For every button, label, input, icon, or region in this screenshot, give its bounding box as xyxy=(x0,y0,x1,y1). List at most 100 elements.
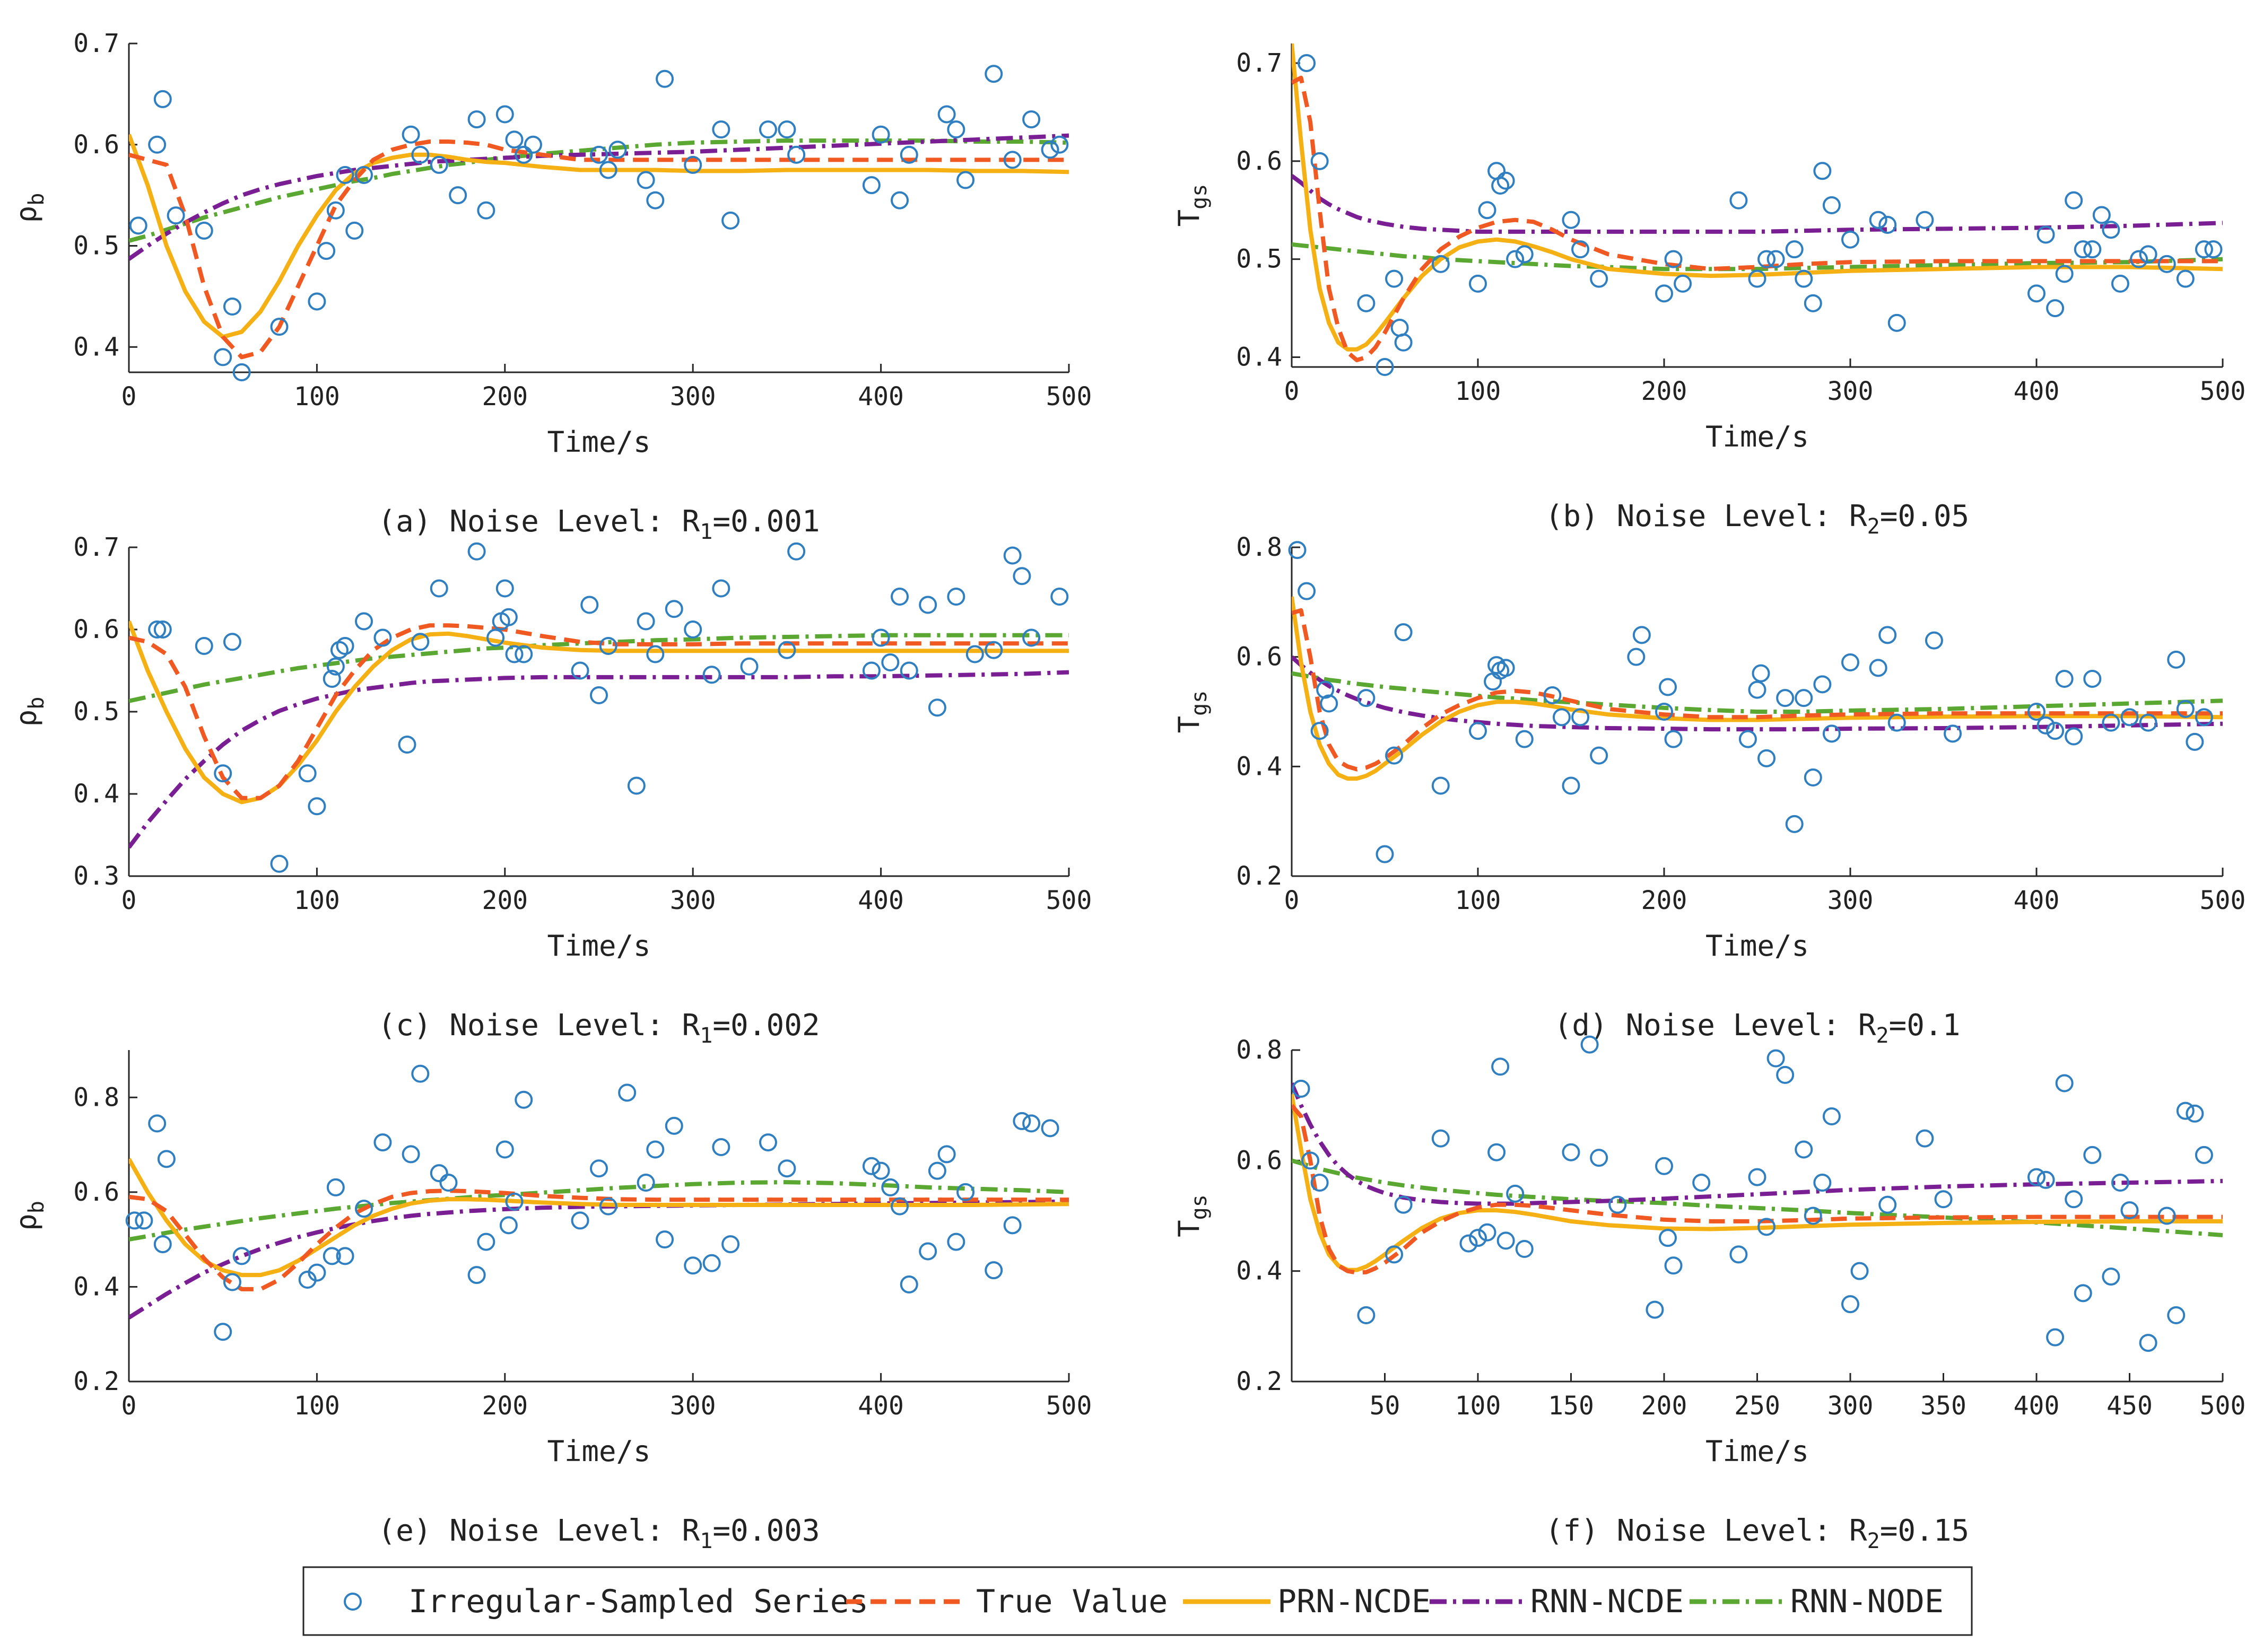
scatter-point-d xyxy=(1632,626,1651,644)
scatter-point-b xyxy=(2074,240,2092,259)
y-tick-label-d: 0.2 xyxy=(1236,861,1282,891)
scatter-point-b xyxy=(1385,269,1404,288)
scatter-point-b xyxy=(1822,196,1841,214)
scatter-point-f xyxy=(1506,1184,1525,1203)
scatter-point-c xyxy=(336,637,354,655)
scatter-point-c xyxy=(928,698,946,717)
scatter-point-b xyxy=(1590,269,1608,288)
legend-label-true-value: True Value xyxy=(976,1583,1168,1620)
x-tick-label-f: 400 xyxy=(2014,1391,2060,1421)
y-tick-label-f: 0.6 xyxy=(1236,1146,1282,1175)
scatter-point-c xyxy=(499,608,518,626)
series-line-rnn-node-b xyxy=(1292,242,2223,272)
scatter-point-f xyxy=(1841,1295,1859,1314)
scatter-point-c xyxy=(900,661,918,680)
scatter-point-b xyxy=(1431,255,1450,273)
x-tick-label-d: 300 xyxy=(1827,886,1874,915)
scatter-point-a xyxy=(214,348,232,366)
scatter-point-c xyxy=(355,612,373,631)
scatter-point-e xyxy=(323,1247,341,1265)
scatter-point-f xyxy=(2046,1328,2065,1347)
y-tick-label-e: 0.4 xyxy=(73,1272,119,1301)
scatter-point-c xyxy=(515,645,533,663)
scatter-point-d xyxy=(2120,708,2139,727)
series-line-true-value-c xyxy=(129,623,1069,800)
y-tick-label-a: 0.6 xyxy=(73,130,119,160)
scatter-point-e xyxy=(937,1145,956,1164)
scatter-point-f xyxy=(1590,1149,1608,1167)
scatter-point-b xyxy=(1804,294,1822,312)
scatter-point-f xyxy=(1813,1174,1832,1192)
scatter-point-e xyxy=(308,1263,326,1282)
scatter-point-d xyxy=(1925,631,1943,650)
scatter-point-a xyxy=(467,110,486,129)
scatter-point-e xyxy=(778,1159,796,1178)
scatter-point-a xyxy=(599,161,617,179)
x-tick-label-d: 500 xyxy=(2200,886,2246,915)
scatter-point-a xyxy=(947,120,965,139)
scatter-point-b xyxy=(1795,269,1813,288)
scatter-point-b xyxy=(1298,54,1316,72)
series-line-true-value-e xyxy=(129,1188,1069,1291)
x-tick-label-c: 0 xyxy=(121,886,137,915)
x-tick-label-b: 0 xyxy=(1284,377,1300,406)
scatter-point-d xyxy=(1316,680,1335,699)
series-line-prn-ncde-c xyxy=(129,620,1069,805)
scatter-point-d xyxy=(2036,716,2055,735)
scatter-point-b xyxy=(2139,245,2157,264)
y-axis-label-c: ρb xyxy=(10,697,49,727)
x-tick-label-c: 100 xyxy=(294,886,340,915)
scatter-point-e xyxy=(336,1247,354,1265)
x-tick-label-a: 0 xyxy=(121,382,137,412)
scatter-point-c xyxy=(891,588,909,606)
scatter-point-e xyxy=(148,1114,167,1133)
scatter-point-e xyxy=(721,1235,740,1254)
x-tick-label-e: 400 xyxy=(858,1391,904,1421)
scatter-point-c xyxy=(467,542,486,561)
scatter-point-e xyxy=(1013,1112,1031,1130)
y-tick-label-c: 0.5 xyxy=(73,697,119,727)
scatter-point-c xyxy=(430,579,448,598)
scatter-point-e xyxy=(590,1159,608,1178)
scatter-point-e xyxy=(919,1242,937,1261)
scatter-point-c xyxy=(881,653,900,671)
scatter-point-c xyxy=(580,596,599,614)
y-tick-label-a: 0.7 xyxy=(73,29,119,58)
scatter-point-a xyxy=(195,221,213,240)
x-tick-label-e: 300 xyxy=(670,1391,716,1421)
scatter-point-b xyxy=(1562,211,1580,229)
scatter-point-a xyxy=(355,166,373,184)
scatter-point-f xyxy=(2036,1170,2055,1189)
scatter-point-d xyxy=(1776,689,1795,707)
scatter-point-a xyxy=(1003,151,1022,169)
scatter-point-a xyxy=(430,155,448,174)
x-tick-label-f: 250 xyxy=(1734,1391,1780,1421)
scatter-point-d xyxy=(1469,722,1487,740)
scatter-point-f xyxy=(2167,1306,2186,1324)
scatter-point-a xyxy=(656,69,674,88)
scatter-point-a xyxy=(684,155,702,174)
scatter-point-c xyxy=(965,645,984,663)
series-line-true-value-f xyxy=(1292,1104,2223,1275)
scatter-point-a xyxy=(721,211,740,230)
scatter-point-c xyxy=(1003,546,1022,565)
scatter-point-b xyxy=(1841,230,1859,249)
x-tick-label-f: 300 xyxy=(1827,1391,1874,1421)
scatter-point-f xyxy=(2195,1146,2213,1164)
scatter-point-e xyxy=(684,1256,702,1275)
scatter-point-b xyxy=(1487,162,1506,180)
scatter-point-d xyxy=(2176,700,2195,718)
y-tick-label-e: 0.2 xyxy=(73,1367,119,1396)
x-tick-label-c: 500 xyxy=(1046,886,1092,915)
scatter-point-e xyxy=(637,1174,655,1192)
scatter-point-c xyxy=(505,645,524,663)
legend: Irregular-Sampled Series True Value PRN-… xyxy=(302,1566,1973,1636)
x-tick-label-f: 350 xyxy=(1920,1391,1966,1421)
scatter-point-a xyxy=(1041,141,1059,159)
scatter-point-e xyxy=(947,1233,965,1251)
scatter-point-a xyxy=(787,145,806,164)
scatter-point-e xyxy=(985,1261,1003,1280)
scatter-point-d xyxy=(1394,623,1413,642)
scatter-point-e xyxy=(505,1192,524,1211)
